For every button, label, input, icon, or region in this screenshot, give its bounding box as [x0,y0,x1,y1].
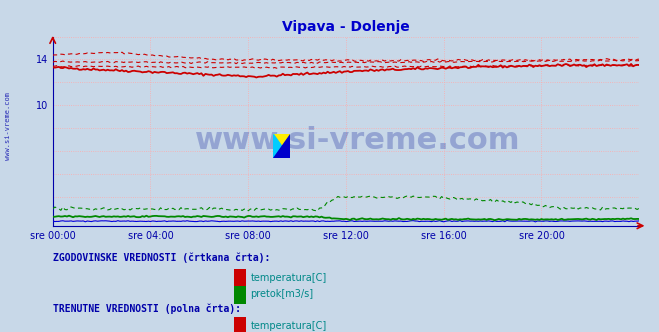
Text: TRENUTNE VREDNOSTI (polna črta):: TRENUTNE VREDNOSTI (polna črta): [53,303,241,314]
Polygon shape [273,134,290,158]
Text: ZGODOVINSKE VREDNOSTI (črtkana črta):: ZGODOVINSKE VREDNOSTI (črtkana črta): [53,252,270,263]
Text: pretok[m3/s]: pretok[m3/s] [250,289,314,299]
Text: temperatura[C]: temperatura[C] [250,321,327,331]
Polygon shape [273,134,290,158]
Title: Vipava - Dolenje: Vipava - Dolenje [282,20,410,34]
Text: www.si-vreme.com: www.si-vreme.com [195,126,521,155]
Text: www.si-vreme.com: www.si-vreme.com [5,92,11,160]
Polygon shape [273,134,290,158]
Text: temperatura[C]: temperatura[C] [250,273,327,283]
